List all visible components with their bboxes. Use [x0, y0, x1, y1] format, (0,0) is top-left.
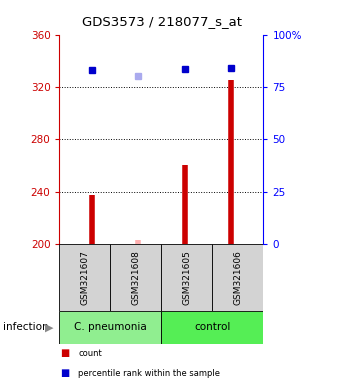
Bar [59, 311, 162, 344]
Text: ▶: ▶ [45, 322, 54, 333]
Bar [110, 244, 162, 311]
Text: GSM321607: GSM321607 [81, 250, 89, 305]
Text: count: count [78, 349, 102, 358]
Text: GDS3573 / 218077_s_at: GDS3573 / 218077_s_at [82, 15, 241, 28]
Text: GSM321606: GSM321606 [234, 250, 242, 305]
Text: infection: infection [3, 322, 49, 333]
Bar [162, 311, 264, 344]
Text: GSM321608: GSM321608 [132, 250, 140, 305]
Text: C. pneumonia: C. pneumonia [74, 322, 147, 333]
Text: ■: ■ [60, 368, 69, 378]
Text: GSM321605: GSM321605 [183, 250, 191, 305]
Bar [212, 244, 264, 311]
Text: ■: ■ [60, 348, 69, 358]
Text: percentile rank within the sample: percentile rank within the sample [78, 369, 220, 378]
Text: control: control [194, 322, 231, 333]
Bar [162, 244, 212, 311]
Bar [59, 244, 110, 311]
